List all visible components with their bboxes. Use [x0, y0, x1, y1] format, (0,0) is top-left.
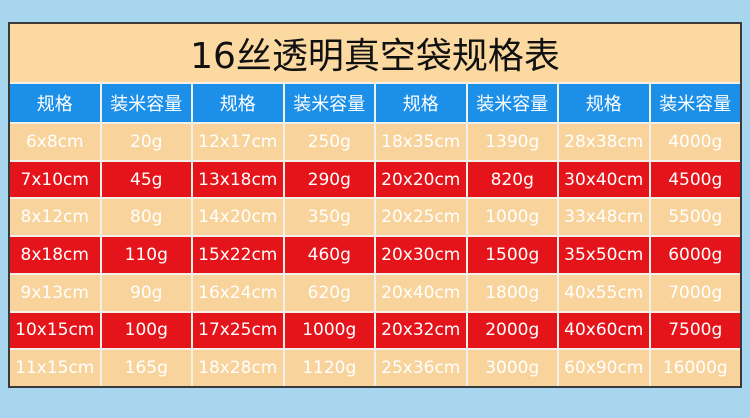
table-cell: 9x13cm: [10, 274, 100, 311]
table-cell: 10x15cm: [10, 312, 100, 349]
table-cell: 4000g: [650, 124, 740, 160]
table-cell: 20x30cm: [376, 237, 466, 273]
table-cell: 25x36cm: [376, 350, 466, 386]
header-cell: 规格: [10, 84, 100, 122]
table-cell: 17x25cm: [193, 312, 283, 349]
table-cell: 40x60cm: [559, 312, 649, 349]
table-cell: 1120g: [284, 350, 374, 386]
spec-table: 16丝透明真空袋规格表 规格 装米容量 规格 装米容量 规格 装米容量 规格 装米容量 6x8c…: [8, 22, 742, 388]
table-cell: 7000g: [650, 274, 740, 311]
table-cell: 820g: [467, 161, 557, 198]
table-cell: 350g: [284, 199, 374, 236]
table-cell: 6x8cm: [10, 124, 100, 160]
table-cell: 620g: [284, 274, 374, 311]
table-cell: 16x24cm: [193, 274, 283, 311]
table-cell: 40x55cm: [559, 274, 649, 311]
table-cell: 2000g: [467, 312, 557, 349]
table-cell: 1000g: [467, 199, 557, 236]
header-cell: 装米容量: [650, 84, 740, 122]
table-cell: 30x40cm: [559, 161, 649, 198]
table-cell: 8x12cm: [10, 199, 100, 236]
table-cell: 110g: [101, 237, 191, 273]
table-cell: 20x40cm: [376, 274, 466, 311]
table-cell: 18x28cm: [193, 350, 283, 386]
table-cell: 60x90cm: [559, 350, 649, 386]
table-cell: 7500g: [650, 312, 740, 349]
table-cell: 3000g: [467, 350, 557, 386]
table-cell: 16000g: [650, 350, 740, 386]
table-cell: 20x25cm: [376, 199, 466, 236]
table-cell: 20g: [101, 124, 191, 160]
table-cell: 7x10cm: [10, 161, 100, 198]
table-cell: 100g: [101, 312, 191, 349]
table-cell: 5500g: [650, 199, 740, 236]
table-cell: 45g: [101, 161, 191, 198]
table-cell: 165g: [101, 350, 191, 386]
table-cell: 33x48cm: [559, 199, 649, 236]
table-cell: 90g: [101, 274, 191, 311]
table-cell: 18x35cm: [376, 124, 466, 160]
header-cell: 规格: [376, 84, 466, 122]
header-cell: 规格: [559, 84, 649, 122]
table-cell: 20x32cm: [376, 312, 466, 349]
table-cell: 35x50cm: [559, 237, 649, 273]
table-cell: 14x20cm: [193, 199, 283, 236]
table-cell: 15x22cm: [193, 237, 283, 273]
table-cell: 20x20cm: [376, 161, 466, 198]
table-cell: 4500g: [650, 161, 740, 198]
table-cell: 290g: [284, 161, 374, 198]
header-cell: 规格: [193, 84, 283, 122]
table-cell: 1800g: [467, 274, 557, 311]
table-cell: 1000g: [284, 312, 374, 349]
table-cell: 1390g: [467, 124, 557, 160]
table-cell: 250g: [284, 124, 374, 160]
table-cell: 460g: [284, 237, 374, 273]
table-cell: 6000g: [650, 237, 740, 273]
table-title: 16丝透明真空袋规格表: [10, 24, 740, 82]
header-cell: 装米容量: [467, 84, 557, 122]
header-cell: 装米容量: [101, 84, 191, 122]
table-cell: 80g: [101, 199, 191, 236]
table-cell: 12x17cm: [193, 124, 283, 160]
table-cell: 28x38cm: [559, 124, 649, 160]
table-cell: 1500g: [467, 237, 557, 273]
table-cell: 8x18cm: [10, 237, 100, 273]
table-cell: 11x15cm: [10, 350, 100, 386]
header-cell: 装米容量: [284, 84, 374, 122]
table-cell: 13x18cm: [193, 161, 283, 198]
